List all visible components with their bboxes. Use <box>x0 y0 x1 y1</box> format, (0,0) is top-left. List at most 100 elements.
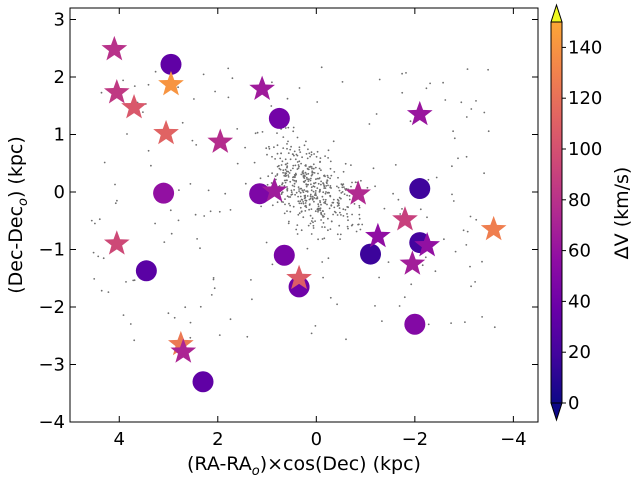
field-star-dot <box>340 197 342 200</box>
field-star-dot <box>305 140 307 143</box>
field-star-dot <box>282 136 285 139</box>
field-star-dot <box>290 189 293 192</box>
field-star-dot <box>286 162 289 165</box>
field-star-dot <box>452 130 454 133</box>
field-star-dot <box>325 181 328 184</box>
field-star-dot <box>453 137 456 140</box>
field-star-dot <box>466 68 469 70</box>
field-star-dot <box>302 170 305 172</box>
field-star-dot <box>451 165 453 168</box>
field-star-dot <box>292 153 294 156</box>
field-star-dot <box>332 140 335 143</box>
field-star-dot <box>307 172 310 175</box>
field-star-dot <box>280 164 283 166</box>
field-star-dot <box>329 296 332 299</box>
field-star-dot <box>173 316 176 319</box>
field-star-dot <box>283 174 286 177</box>
circle-marker <box>268 107 290 129</box>
field-star-dot <box>435 176 438 179</box>
field-star-dot <box>327 217 329 220</box>
field-star-dot <box>199 305 202 308</box>
field-star-dot <box>322 198 325 201</box>
field-star-dot <box>317 205 320 208</box>
field-star-dot <box>90 219 93 222</box>
field-star-dot <box>231 77 234 80</box>
field-star-dot <box>329 185 332 187</box>
field-star-dot <box>259 177 262 180</box>
star-marker <box>480 215 507 241</box>
field-star-dot <box>122 79 124 82</box>
field-star-dot <box>100 91 103 94</box>
field-star-dot <box>286 97 289 100</box>
field-star-dot <box>244 146 247 149</box>
field-star-dot <box>332 198 335 201</box>
field-star-dot <box>304 204 307 207</box>
colorbar-label: ΔV (km/s) <box>611 167 633 260</box>
field-star-dot <box>300 162 302 165</box>
field-star-dot <box>304 210 307 212</box>
field-star-dot <box>443 238 445 241</box>
field-star-dot <box>338 202 340 205</box>
field-star-dot <box>305 206 308 209</box>
field-star-dot <box>132 279 135 282</box>
field-star-dot <box>351 213 353 216</box>
field-star-dot <box>147 83 150 86</box>
field-star-dot <box>336 185 338 188</box>
field-star-dot <box>450 322 452 324</box>
field-star-dot <box>368 123 371 125</box>
field-star-dot <box>288 196 290 198</box>
field-star-dot <box>313 182 316 185</box>
field-star-dot <box>304 196 307 199</box>
field-star-dot <box>267 175 270 178</box>
y-tick-label: −3 <box>38 355 65 376</box>
field-star-dot <box>460 101 463 104</box>
field-star-dot <box>295 153 298 156</box>
field-star-dot <box>286 186 288 188</box>
field-star-dot <box>256 131 259 134</box>
field-star-dot <box>286 147 288 150</box>
field-star-dot <box>276 152 279 155</box>
field-star-dot <box>261 131 264 133</box>
field-star-dot <box>330 174 333 177</box>
field-star-dot <box>358 206 361 209</box>
field-star-dot <box>184 306 187 309</box>
field-star-dot <box>316 196 319 199</box>
field-star-dot <box>310 177 312 180</box>
field-star-dot <box>278 167 281 170</box>
field-star-dot <box>271 204 274 207</box>
field-star-dot <box>481 316 483 318</box>
field-star-dot <box>318 167 321 170</box>
x-axis-label: (RA-RAo)×cos(Dec) (kpc) <box>187 453 421 479</box>
field-star-dot <box>284 158 287 161</box>
field-star-dot <box>401 72 403 75</box>
colorbar-gradient <box>550 21 563 404</box>
field-star-dot <box>330 220 333 223</box>
field-star-dot <box>214 90 217 93</box>
field-star-dot <box>316 177 319 180</box>
field-star-dot <box>337 176 339 179</box>
field-star-dot <box>265 241 268 244</box>
field-star-dot <box>284 198 286 201</box>
field-star-dot <box>300 210 303 213</box>
field-star-dot <box>294 164 297 167</box>
field-star-dot <box>311 173 314 176</box>
field-star-dot <box>470 108 473 110</box>
field-star-dot <box>323 201 325 204</box>
field-star-dot <box>293 154 295 157</box>
field-star-dot <box>285 179 288 182</box>
field-star-dot <box>100 289 103 292</box>
field-star-dot <box>320 211 322 214</box>
x-tick-label: 2 <box>212 429 223 450</box>
field-star-dot <box>465 155 468 158</box>
field-star-dot <box>326 203 328 206</box>
field-star-dot <box>327 157 329 159</box>
star-marker <box>158 70 184 96</box>
field-star-dot <box>342 183 345 186</box>
field-star-dot <box>297 164 300 166</box>
field-star-dot <box>207 189 210 192</box>
field-star-dot <box>350 164 352 167</box>
field-star-dot <box>338 224 341 227</box>
field-star-dot <box>323 174 326 177</box>
field-star-dot <box>336 201 339 204</box>
field-star-dot <box>426 216 428 219</box>
